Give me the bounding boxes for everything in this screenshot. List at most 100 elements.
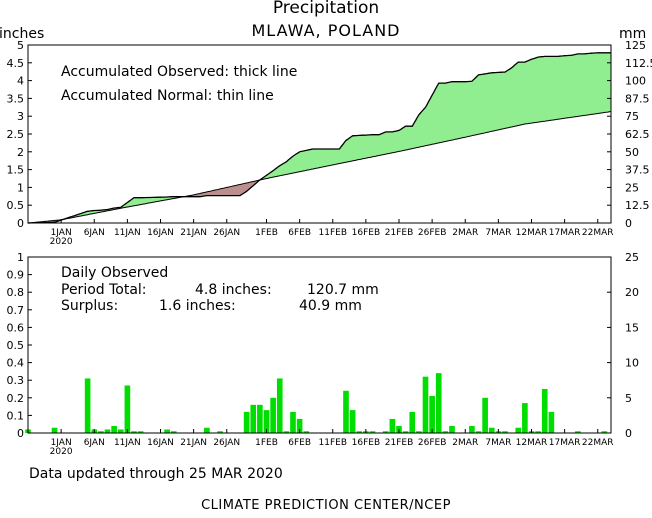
- daily-bar: [170, 431, 177, 433]
- data-updated-note: Data updated through 25 MAR 2020: [29, 466, 283, 482]
- top-right-tick-label: 125: [625, 39, 646, 52]
- daily-bar: [541, 389, 548, 433]
- top-left-tick-label: 0: [17, 217, 24, 230]
- bottom-x-tick-label: 7MAR: [485, 438, 511, 448]
- bottom-left-tick-label: 0.6: [7, 321, 25, 334]
- period-total-inches: 4.8 inches:: [195, 282, 272, 298]
- daily-bar: [131, 431, 137, 433]
- daily-bar: [111, 425, 117, 433]
- top-x-tick-label: 12MAR: [516, 228, 548, 238]
- top-x-tick-label: 21JAN: [180, 228, 207, 238]
- daily-bar: [502, 431, 508, 433]
- bottom-x-tick-label: 22MAR: [582, 438, 614, 448]
- daily-bar: [204, 427, 210, 433]
- bottom-left-tick-label: 0.4: [7, 357, 25, 370]
- daily-bar: [98, 431, 104, 433]
- daily-bar: [369, 431, 376, 433]
- daily-bar: [548, 411, 555, 433]
- daily-bar: [84, 378, 91, 433]
- top-right-tick-label: 12.5: [625, 199, 650, 212]
- daily-bar: [389, 418, 396, 433]
- top-x-tick-label: 11FEB: [319, 228, 348, 238]
- daily-bar: [488, 427, 495, 433]
- top-x-tick-label: 1FEB: [255, 228, 278, 238]
- bottom-x-tick-label: 11FEB: [319, 438, 348, 448]
- top-left-tick-label: 1: [17, 181, 24, 194]
- daily-bar: [522, 403, 528, 433]
- normal-line: [27, 111, 612, 224]
- top-left-tick-label: 4.5: [7, 57, 25, 70]
- daily-bar: [51, 427, 58, 433]
- bottom-left-tick-label: 0.2: [7, 392, 25, 405]
- top-x-tick-label: 2MAR: [452, 228, 478, 238]
- daily-bar: [263, 410, 270, 433]
- top-x-tick-label: 22MAR: [582, 228, 614, 238]
- bottom-left-tick-label: 0.1: [7, 409, 25, 422]
- bottom-left-tick-label: 1: [17, 251, 24, 264]
- normal-legend-note: Accumulated Normal: thin line: [61, 88, 274, 104]
- bottom-x-tick-label: 12MAR: [516, 438, 548, 448]
- surplus-label: Surplus:: [61, 298, 118, 314]
- daily-bar: [402, 431, 409, 433]
- daily-bar: [243, 411, 250, 433]
- bottom-right-tick-label: 25: [625, 251, 639, 264]
- chart-title: Precipitation: [272, 0, 380, 18]
- daily-bar: [601, 431, 608, 433]
- bottom-x-tick-label: 6JAN: [84, 438, 105, 448]
- top-right-tick-label: 25: [625, 181, 639, 194]
- accumulated-panel: 00.511.522.533.544.55012.52537.55062.575…: [0, 26, 652, 247]
- observed-legend-note: Accumulated Observed: thick line: [61, 64, 297, 80]
- bottom-left-tick-label: 0.5: [7, 339, 25, 352]
- surplus-area: [28, 52, 611, 223]
- daily-bar: [475, 431, 482, 433]
- bottom-x-tick-label: 1FEB: [255, 438, 278, 448]
- daily-bar: [442, 431, 449, 433]
- bottom-x-tick-label: 11JAN: [114, 438, 141, 448]
- top-right-tick-label: 62.5: [625, 128, 650, 141]
- surplus-mm: 40.9 mm: [299, 298, 362, 314]
- bottom-x-tick-label: 26FEB: [418, 438, 447, 448]
- top-left-tick-label: 2.5: [7, 128, 25, 141]
- daily-bar: [303, 431, 310, 433]
- top-right-tick-label: 50: [625, 146, 639, 159]
- bottom-x-tick-label: 16JAN: [147, 438, 174, 448]
- daily-bar: [283, 431, 290, 433]
- top-left-tick-label: 1.5: [7, 164, 25, 177]
- period-total-mm: 120.7 mm: [307, 282, 379, 298]
- bottom-right-tick-label: 15: [625, 321, 639, 334]
- daily-bar: [382, 431, 389, 433]
- daily-bar: [575, 431, 581, 433]
- bottom-x-tick-label: 16FEB: [352, 438, 381, 448]
- daily-bar: [276, 378, 283, 433]
- bottom-x-tick-label: 1JAN: [51, 438, 72, 448]
- bottom-left-tick-label: 0.8: [7, 286, 25, 299]
- daily-bar: [429, 396, 435, 433]
- top-x-tick-label: 17MAR: [549, 228, 581, 238]
- daily-bar: [290, 411, 296, 433]
- top-left-tick-label: 3.5: [7, 92, 25, 105]
- daily-observed-heading: Daily Observed: [61, 265, 168, 281]
- daily-bar: [343, 390, 349, 433]
- bottom-left-tick-label: 0.3: [7, 374, 25, 387]
- daily-bar: [257, 404, 263, 433]
- top-right-tick-label: 87.5: [625, 92, 650, 105]
- bottom-right-tick-label: 0: [625, 427, 632, 440]
- top-left-tick-label: 5: [17, 39, 24, 52]
- daily-bar: [515, 427, 522, 433]
- bottom-x-tick-label: 17MAR: [549, 438, 581, 448]
- daily-bar: [164, 429, 170, 433]
- top-x-tick-label: 21FEB: [385, 228, 414, 238]
- station-name: MLAWA, POLAND: [251, 21, 401, 40]
- top-x-tick-label: 1JAN: [51, 228, 72, 238]
- daily-bar: [296, 418, 303, 433]
- top-left-tick-label: 4: [17, 75, 24, 88]
- top-right-tick-label: 0: [625, 217, 632, 230]
- bottom-right-tick-label: 10: [625, 357, 639, 370]
- top-x-tick-label: 11JAN: [114, 228, 141, 238]
- top-x-tick-label: 26JAN: [213, 228, 240, 238]
- bottom-x-tick-label: 6FEB: [288, 438, 311, 448]
- bottom-right-tick-label: 5: [625, 392, 632, 405]
- daily-bar: [250, 404, 257, 433]
- top-left-tick-label: 2: [17, 146, 24, 159]
